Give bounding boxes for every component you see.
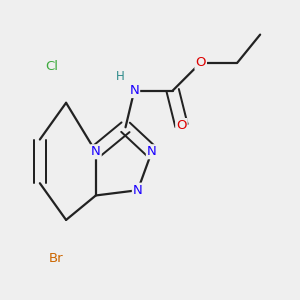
Text: O: O	[196, 56, 206, 69]
Text: H: H	[116, 70, 125, 83]
Text: O: O	[176, 119, 187, 132]
Text: N: N	[91, 145, 101, 158]
Text: N: N	[133, 184, 142, 197]
Text: Br: Br	[48, 252, 63, 265]
Text: N: N	[147, 145, 157, 158]
Text: N: N	[129, 84, 139, 97]
Text: Cl: Cl	[46, 60, 59, 73]
